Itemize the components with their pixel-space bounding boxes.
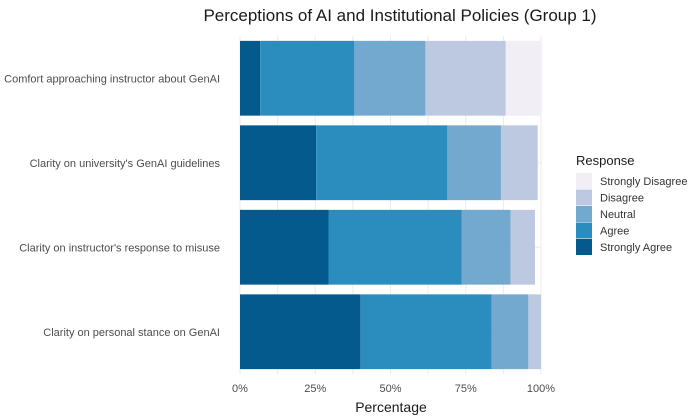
- legend-swatch: [576, 239, 592, 255]
- legend-swatch: [576, 222, 592, 239]
- bar-segment: [425, 40, 506, 116]
- category-label: Comfort approaching instructor about Gen…: [4, 73, 220, 85]
- legend-title: Response: [576, 153, 635, 168]
- bar-segment: [354, 40, 426, 116]
- x-tick-label: 50%: [379, 383, 401, 395]
- x-tick-label: 25%: [304, 383, 326, 395]
- x-tick-label: 100%: [527, 383, 555, 395]
- legend: Response Strongly Disagree Disagree Neutra…: [576, 153, 687, 255]
- bar-segment: [447, 125, 501, 201]
- bar-segment: [461, 209, 511, 285]
- bar-segment: [316, 125, 448, 201]
- x-tick-label: 0%: [232, 383, 248, 395]
- legend-label: Strongly Disagree: [600, 176, 687, 188]
- legend-label: Neutral: [600, 209, 635, 221]
- bar-segment: [260, 40, 355, 116]
- legend-swatch: [576, 189, 592, 206]
- category-labels: Comfort approaching instructor about Gen…: [4, 73, 220, 339]
- category-label: Clarity on university's GenAI guidelines: [30, 158, 221, 170]
- legend-swatch: [576, 206, 592, 222]
- bar-segment: [240, 40, 261, 116]
- legend-label: Disagree: [600, 193, 644, 205]
- x-axis-title: Percentage: [355, 399, 427, 415]
- category-label: Clarity on instructor's response to misu…: [19, 242, 220, 254]
- legend-label: Strongly Agree: [600, 242, 672, 254]
- bar-segment: [528, 294, 541, 370]
- bar-segment: [500, 125, 538, 201]
- bar-segment: [240, 209, 329, 285]
- bars: [240, 40, 541, 370]
- category-label: Clarity on personal stance on GenAI: [43, 327, 220, 339]
- x-axis-ticks: 0% 25% 50% 75% 100%: [232, 383, 555, 395]
- bar-segment: [491, 294, 529, 370]
- bar-segment: [240, 125, 317, 201]
- legend-swatch: [576, 173, 592, 189]
- bar-segment: [505, 40, 541, 116]
- bar-segment: [240, 294, 361, 370]
- chart-title: Perceptions of AI and Institutional Poli…: [203, 6, 596, 25]
- x-tick-label: 75%: [455, 383, 477, 395]
- legend-label: Agree: [600, 226, 629, 238]
- bar-segment: [510, 209, 535, 285]
- bar-segment: [328, 209, 462, 285]
- bar-segment: [360, 294, 492, 370]
